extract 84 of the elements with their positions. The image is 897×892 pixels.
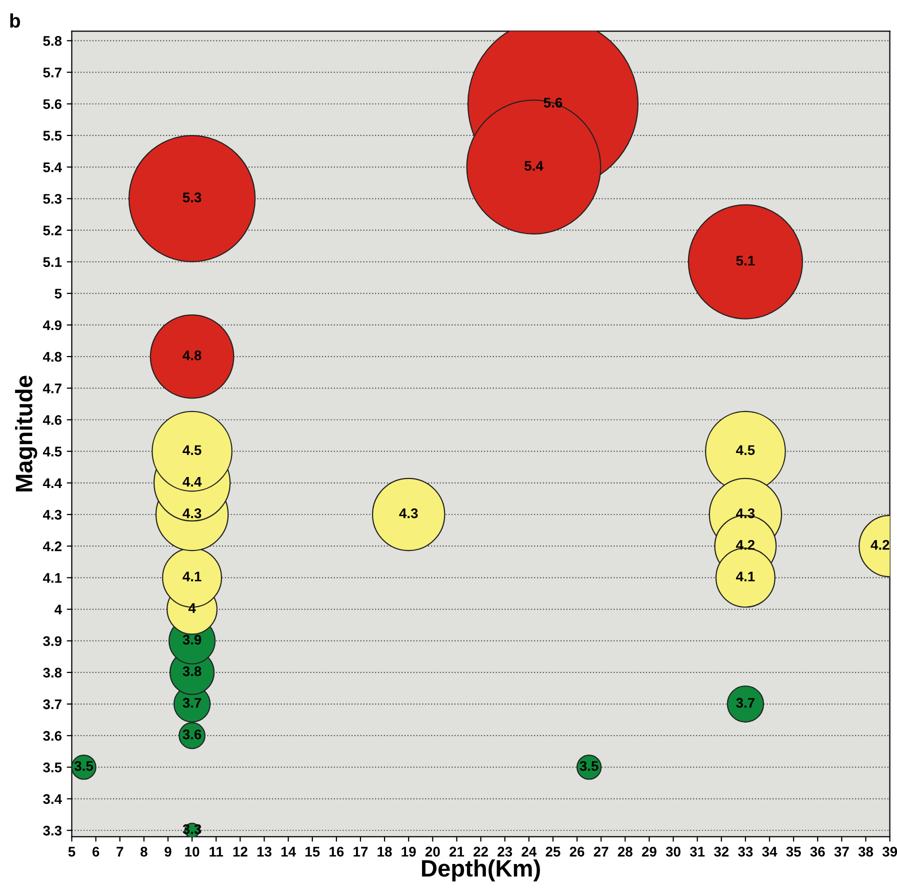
y-tick-label: 5.1 bbox=[43, 257, 62, 267]
y-tick-label: 4.8 bbox=[42, 352, 62, 362]
x-tick-label: 11 bbox=[210, 846, 224, 856]
y-tick-label: 4.3 bbox=[42, 510, 62, 520]
data-label: 5.4 bbox=[524, 161, 544, 171]
x-tick-label: 38 bbox=[858, 846, 874, 857]
y-tick-label: 4.1 bbox=[42, 573, 62, 583]
x-tick-label: 6 bbox=[92, 846, 100, 857]
data-label: 4.5 bbox=[182, 445, 202, 456]
x-tick-label: 13 bbox=[257, 846, 272, 857]
y-tick-label: 3.3 bbox=[43, 826, 62, 836]
data-label: 4.8 bbox=[182, 350, 202, 360]
y-tick-label: 3.7 bbox=[43, 699, 62, 710]
y-tick-label: 4 bbox=[54, 604, 62, 614]
y-tick-label: 5.7 bbox=[43, 68, 62, 78]
data-label: 4.1 bbox=[736, 572, 755, 582]
data-label: 4.5 bbox=[736, 445, 755, 456]
x-tick-label: 15 bbox=[306, 846, 320, 857]
y-tick-label: 3.4 bbox=[43, 794, 62, 804]
data-label: 3.8 bbox=[182, 666, 202, 676]
x-tick-label: 35 bbox=[786, 846, 801, 857]
data-label: 4.3 bbox=[182, 508, 202, 518]
y-tick-label: 5.8 bbox=[43, 36, 62, 46]
y-tick-label: 4.5 bbox=[42, 446, 62, 456]
y-tick-label: 5.5 bbox=[43, 130, 62, 141]
y-tick-label: 4.2 bbox=[42, 541, 62, 552]
data-label: 4.4 bbox=[182, 476, 202, 487]
x-tick-label: 7 bbox=[116, 846, 124, 856]
y-tick-label: 3.5 bbox=[43, 762, 62, 772]
data-label: 4.3 bbox=[399, 508, 418, 518]
x-tick-label: 20 bbox=[425, 846, 440, 857]
data-label: 3.5 bbox=[74, 761, 94, 771]
x-tick-label: 28 bbox=[618, 846, 632, 857]
y-tick-label: 5 bbox=[54, 288, 62, 299]
x-tick-label: 10 bbox=[185, 846, 200, 857]
data-label: 4.1 bbox=[182, 572, 202, 582]
x-tick-label: 16 bbox=[330, 846, 344, 857]
y-tick-label: 3.8 bbox=[43, 668, 62, 678]
data-label: 4.2 bbox=[870, 540, 890, 550]
y-tick-label: 5.4 bbox=[43, 162, 62, 172]
data-label: 5.1 bbox=[736, 256, 755, 266]
data-label: 3.6 bbox=[182, 730, 202, 740]
x-tick-label: 17 bbox=[354, 846, 368, 856]
x-tick-label: 22 bbox=[474, 846, 488, 856]
x-tick-label: 32 bbox=[714, 846, 729, 857]
y-tick-label: 3.6 bbox=[43, 730, 62, 741]
x-axis-title: Depth(Km) bbox=[422, 859, 540, 882]
x-tick-label: 36 bbox=[810, 846, 825, 857]
x-tick-label: 5 bbox=[68, 846, 76, 857]
x-tick-label: 8 bbox=[140, 846, 148, 857]
y-tick-label: 4.6 bbox=[42, 415, 62, 425]
x-tick-label: 19 bbox=[402, 846, 416, 857]
x-tick-label: 37 bbox=[834, 846, 849, 857]
data-label: 3.9 bbox=[182, 634, 202, 645]
data-label: 3.7 bbox=[736, 698, 755, 708]
y-tick-label: 4.7 bbox=[42, 384, 62, 394]
x-tick-label: 18 bbox=[378, 846, 392, 857]
x-tick-label: 39 bbox=[882, 846, 897, 857]
x-tick-label: 26 bbox=[570, 846, 584, 857]
x-tick-label: 30 bbox=[666, 846, 680, 857]
y-tick-label: 5.2 bbox=[43, 226, 62, 236]
x-tick-label: 9 bbox=[164, 846, 172, 857]
x-tick-label: 25 bbox=[546, 846, 560, 857]
data-label: 5.3 bbox=[182, 192, 202, 202]
x-tick-label: 27 bbox=[594, 846, 608, 856]
x-tick-label: 24 bbox=[522, 846, 537, 856]
x-tick-label: 31 bbox=[690, 846, 705, 857]
x-tick-label: 29 bbox=[642, 846, 656, 857]
data-label: 3.7 bbox=[182, 698, 202, 708]
x-tick-label: 21 bbox=[449, 846, 464, 856]
data-label: 4.2 bbox=[736, 540, 755, 550]
x-tick-label: 12 bbox=[233, 846, 248, 856]
chart-title: b bbox=[10, 13, 20, 28]
y-axis-title: Magnitude bbox=[15, 376, 38, 492]
y-tick-label: 5.6 bbox=[43, 99, 62, 110]
x-tick-label: 33 bbox=[738, 846, 753, 857]
y-tick-label: 5.3 bbox=[43, 194, 62, 204]
x-tick-label: 14 bbox=[281, 846, 296, 856]
x-tick-label: 23 bbox=[498, 846, 512, 857]
data-label: 3.5 bbox=[580, 761, 598, 771]
x-tick-label: 34 bbox=[762, 846, 778, 857]
y-tick-label: 3.9 bbox=[43, 636, 62, 646]
y-tick-label: 4.4 bbox=[42, 478, 62, 488]
y-tick-label: 4.9 bbox=[42, 320, 62, 330]
